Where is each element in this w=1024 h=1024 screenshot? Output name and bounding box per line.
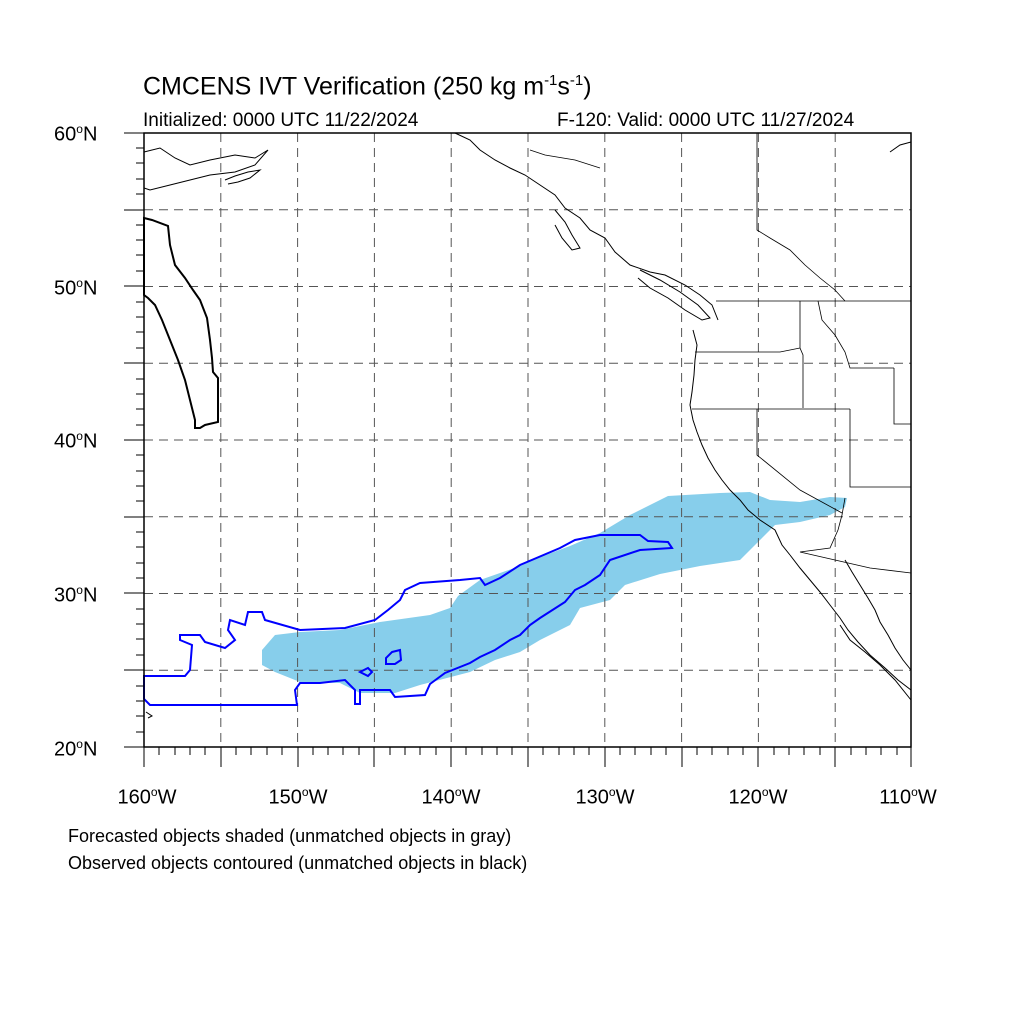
- lat-label-50: 50oN: [54, 276, 98, 300]
- legend-observed-note: Observed objects contoured (unmatched ob…: [68, 853, 528, 873]
- lon-label-150w: 150oW: [268, 785, 328, 809]
- bc-islands: [554, 209, 581, 251]
- forecast-object-shaded: [262, 492, 847, 693]
- bc-alberta-border: [529, 149, 601, 169]
- observed-unmatched-contour: [143, 216, 219, 429]
- hawaii-islands: [145, 711, 153, 719]
- id-mt-border: [817, 300, 894, 369]
- initialized-time: Initialized: 0000 UTC 11/22/2024: [143, 110, 419, 131]
- lat-label-40: 40oN: [54, 429, 98, 453]
- az-border: [799, 497, 912, 574]
- observed-ivt-object-small: [357, 666, 374, 678]
- vancouver-island: [637, 269, 711, 321]
- valid-time: F-120: Valid: 0000 UTC 11/27/2024: [557, 110, 855, 131]
- map-frame: [124, 132, 912, 767]
- baja-coast: [789, 554, 912, 691]
- alaska-panhandle-coast: [454, 132, 719, 321]
- wa-or-border: [695, 347, 801, 353]
- coastlines: [143, 132, 912, 719]
- us-west-coast: [689, 329, 791, 556]
- map-title: CMCENS IVT Verification (250 kg m-1s-1): [143, 72, 592, 101]
- lon-label-120w: 120oW: [728, 785, 788, 809]
- lon-label-160w: 160oW: [117, 785, 177, 809]
- canada-province-border: [756, 133, 846, 302]
- lat-label-60: 60oN: [54, 122, 98, 146]
- nv-ut-border: [849, 409, 911, 488]
- alaska-islands: [224, 169, 262, 185]
- observed-ivt-object-small-2: [385, 648, 403, 665]
- canada-north-coast: [889, 141, 912, 153]
- state-borders: [529, 133, 912, 574]
- alaska-coast: [143, 147, 269, 191]
- forecast-ivt-object: [262, 492, 847, 693]
- grid-lines: [144, 133, 911, 747]
- lon-label-140w: 140oW: [421, 785, 481, 809]
- lat-label-20: 20oN: [54, 737, 98, 761]
- mexico-coast: [839, 624, 912, 701]
- lon-label-130w: 130oW: [575, 785, 635, 809]
- gulf-california-coast: [844, 559, 912, 671]
- observed-ivt-object: [143, 534, 674, 706]
- observed-unmatched-object: [143, 216, 219, 429]
- ca-nv-border: [756, 409, 843, 514]
- lon-label-110w: 110oW: [879, 785, 937, 809]
- legend-forecast-note: Forecasted objects shaded (unmatched obj…: [68, 826, 512, 846]
- wa-id-border: [799, 301, 804, 408]
- wy-border: [893, 368, 911, 425]
- observed-matched-contour: [143, 534, 674, 706]
- lat-label-30: 30oN: [54, 583, 98, 607]
